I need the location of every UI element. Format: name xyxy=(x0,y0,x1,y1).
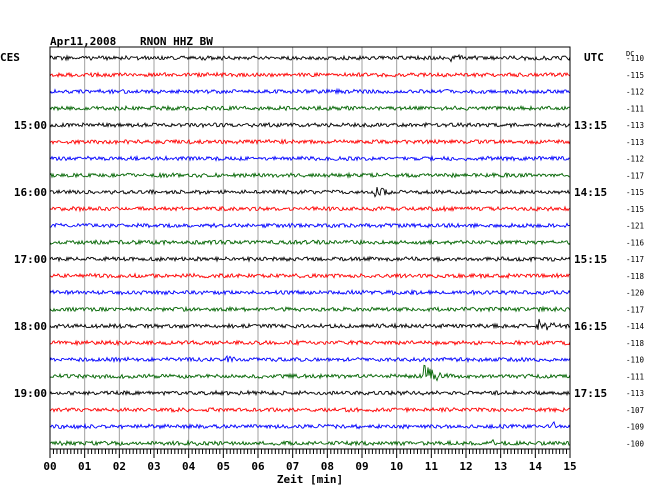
left-time-label: 19:00 xyxy=(14,387,47,400)
x-tick-label: 10 xyxy=(390,460,403,473)
header-date: Apr11,2008 xyxy=(50,35,116,48)
right-timezone-label: UTC xyxy=(584,51,604,64)
minute-gridlines xyxy=(84,47,536,449)
dc-offset-label: -110 xyxy=(626,54,645,63)
x-tick-label: 12 xyxy=(459,460,472,473)
seismic-trace xyxy=(49,438,571,447)
seismic-trace xyxy=(49,104,571,112)
x-tick-label: 13 xyxy=(494,460,507,473)
dc-offset-label: -114 xyxy=(626,322,645,331)
seismic-trace xyxy=(49,121,571,129)
seismic-trace xyxy=(49,53,571,63)
seismic-trace xyxy=(49,205,571,213)
x-tick-label: 04 xyxy=(182,460,196,473)
dc-offset-label: -117 xyxy=(626,305,644,314)
dc-offset-label: -115 xyxy=(626,205,644,214)
seismic-trace xyxy=(49,305,571,313)
dc-offset-label: -111 xyxy=(626,104,644,113)
dc-offset-label: -107 xyxy=(626,406,644,415)
right-time-labels: 13:15 14:15 15:15 16:15 17:15 xyxy=(574,119,607,400)
right-time-label: 13:15 xyxy=(574,119,607,132)
dc-offset-label: -118 xyxy=(626,272,645,281)
dc-offset-label: -118 xyxy=(626,339,645,348)
left-time-label: 16:00 xyxy=(14,186,47,199)
dc-offset-label: -100 xyxy=(626,439,645,448)
header-station: RNON HHZ BW xyxy=(140,35,213,48)
trace-group xyxy=(49,53,571,447)
seismic-trace xyxy=(49,354,571,364)
dc-offset-label: -112 xyxy=(626,155,644,164)
x-tick-label: 14 xyxy=(529,460,543,473)
x-tick-label: 15 xyxy=(563,460,576,473)
left-time-label: 18:00 xyxy=(14,320,47,333)
x-tick-label: 03 xyxy=(147,460,160,473)
x-tick-label: 05 xyxy=(217,460,230,473)
x-tick-label: 01 xyxy=(78,460,92,473)
dc-offset-label: -115 xyxy=(626,71,644,80)
x-tick-label: 08 xyxy=(321,460,334,473)
dc-offset-labels: -110 -115 -112 -111 -113 -113 -112 -117 -115 -115… xyxy=(626,54,645,448)
dc-offset-label: -115 xyxy=(626,188,644,197)
seismic-trace xyxy=(49,238,571,247)
x-tick-label: 00 xyxy=(43,460,56,473)
seismic-trace xyxy=(49,154,571,163)
dc-offset-label: -112 xyxy=(626,88,644,97)
seismic-trace xyxy=(49,272,571,280)
dc-offset-label: -113 xyxy=(626,389,644,398)
right-time-label: 17:15 xyxy=(574,387,607,400)
seismic-trace xyxy=(49,71,571,79)
seismic-trace xyxy=(49,187,571,198)
dc-offset-label: -121 xyxy=(626,222,644,231)
x-axis: 00 01 02 03 04 05 06 07 08 09 10 11 12 13 14 15 xyxy=(43,449,577,473)
dc-offset-label: -109 xyxy=(626,423,644,432)
x-tick-label: 09 xyxy=(355,460,368,473)
seismic-trace xyxy=(49,222,570,229)
dc-offset-label: -110 xyxy=(626,356,645,365)
seismic-trace xyxy=(49,138,571,146)
seismic-trace xyxy=(49,389,571,397)
left-time-label: 17:00 xyxy=(14,253,47,266)
x-tick-label: 06 xyxy=(251,460,265,473)
right-time-label: 14:15 xyxy=(574,186,607,199)
dc-offset-label: -111 xyxy=(626,372,644,381)
seismic-trace xyxy=(49,406,571,414)
dc-offset-header: DC xyxy=(626,50,634,58)
x-tick-label: 02 xyxy=(113,460,126,473)
left-time-label: 15:00 xyxy=(14,119,47,132)
right-time-label: 16:15 xyxy=(574,320,607,333)
dc-offset-label: -117 xyxy=(626,171,644,180)
dc-offset-label: -113 xyxy=(626,138,644,147)
left-time-labels: 15:00 16:00 17:00 18:00 19:00 xyxy=(14,119,47,400)
x-tick-label: 11 xyxy=(425,460,439,473)
seismic-trace xyxy=(49,338,571,347)
x-axis-label: Zeit [min] xyxy=(277,473,343,486)
dc-offset-label: -117 xyxy=(626,255,644,264)
dc-offset-label: -116 xyxy=(626,238,645,247)
left-timezone-label: CES xyxy=(0,51,20,64)
right-time-label: 15:15 xyxy=(574,253,607,266)
seismic-trace xyxy=(49,255,571,263)
seismic-trace xyxy=(49,318,571,331)
dc-offset-label: -120 xyxy=(626,289,645,298)
seismic-trace xyxy=(49,288,571,297)
seismic-trace xyxy=(49,171,571,179)
seismic-trace xyxy=(49,364,571,382)
seismic-trace xyxy=(49,87,571,95)
seismic-trace xyxy=(49,421,571,430)
x-tick-label: 07 xyxy=(286,460,299,473)
dc-offset-label: -113 xyxy=(626,121,644,130)
